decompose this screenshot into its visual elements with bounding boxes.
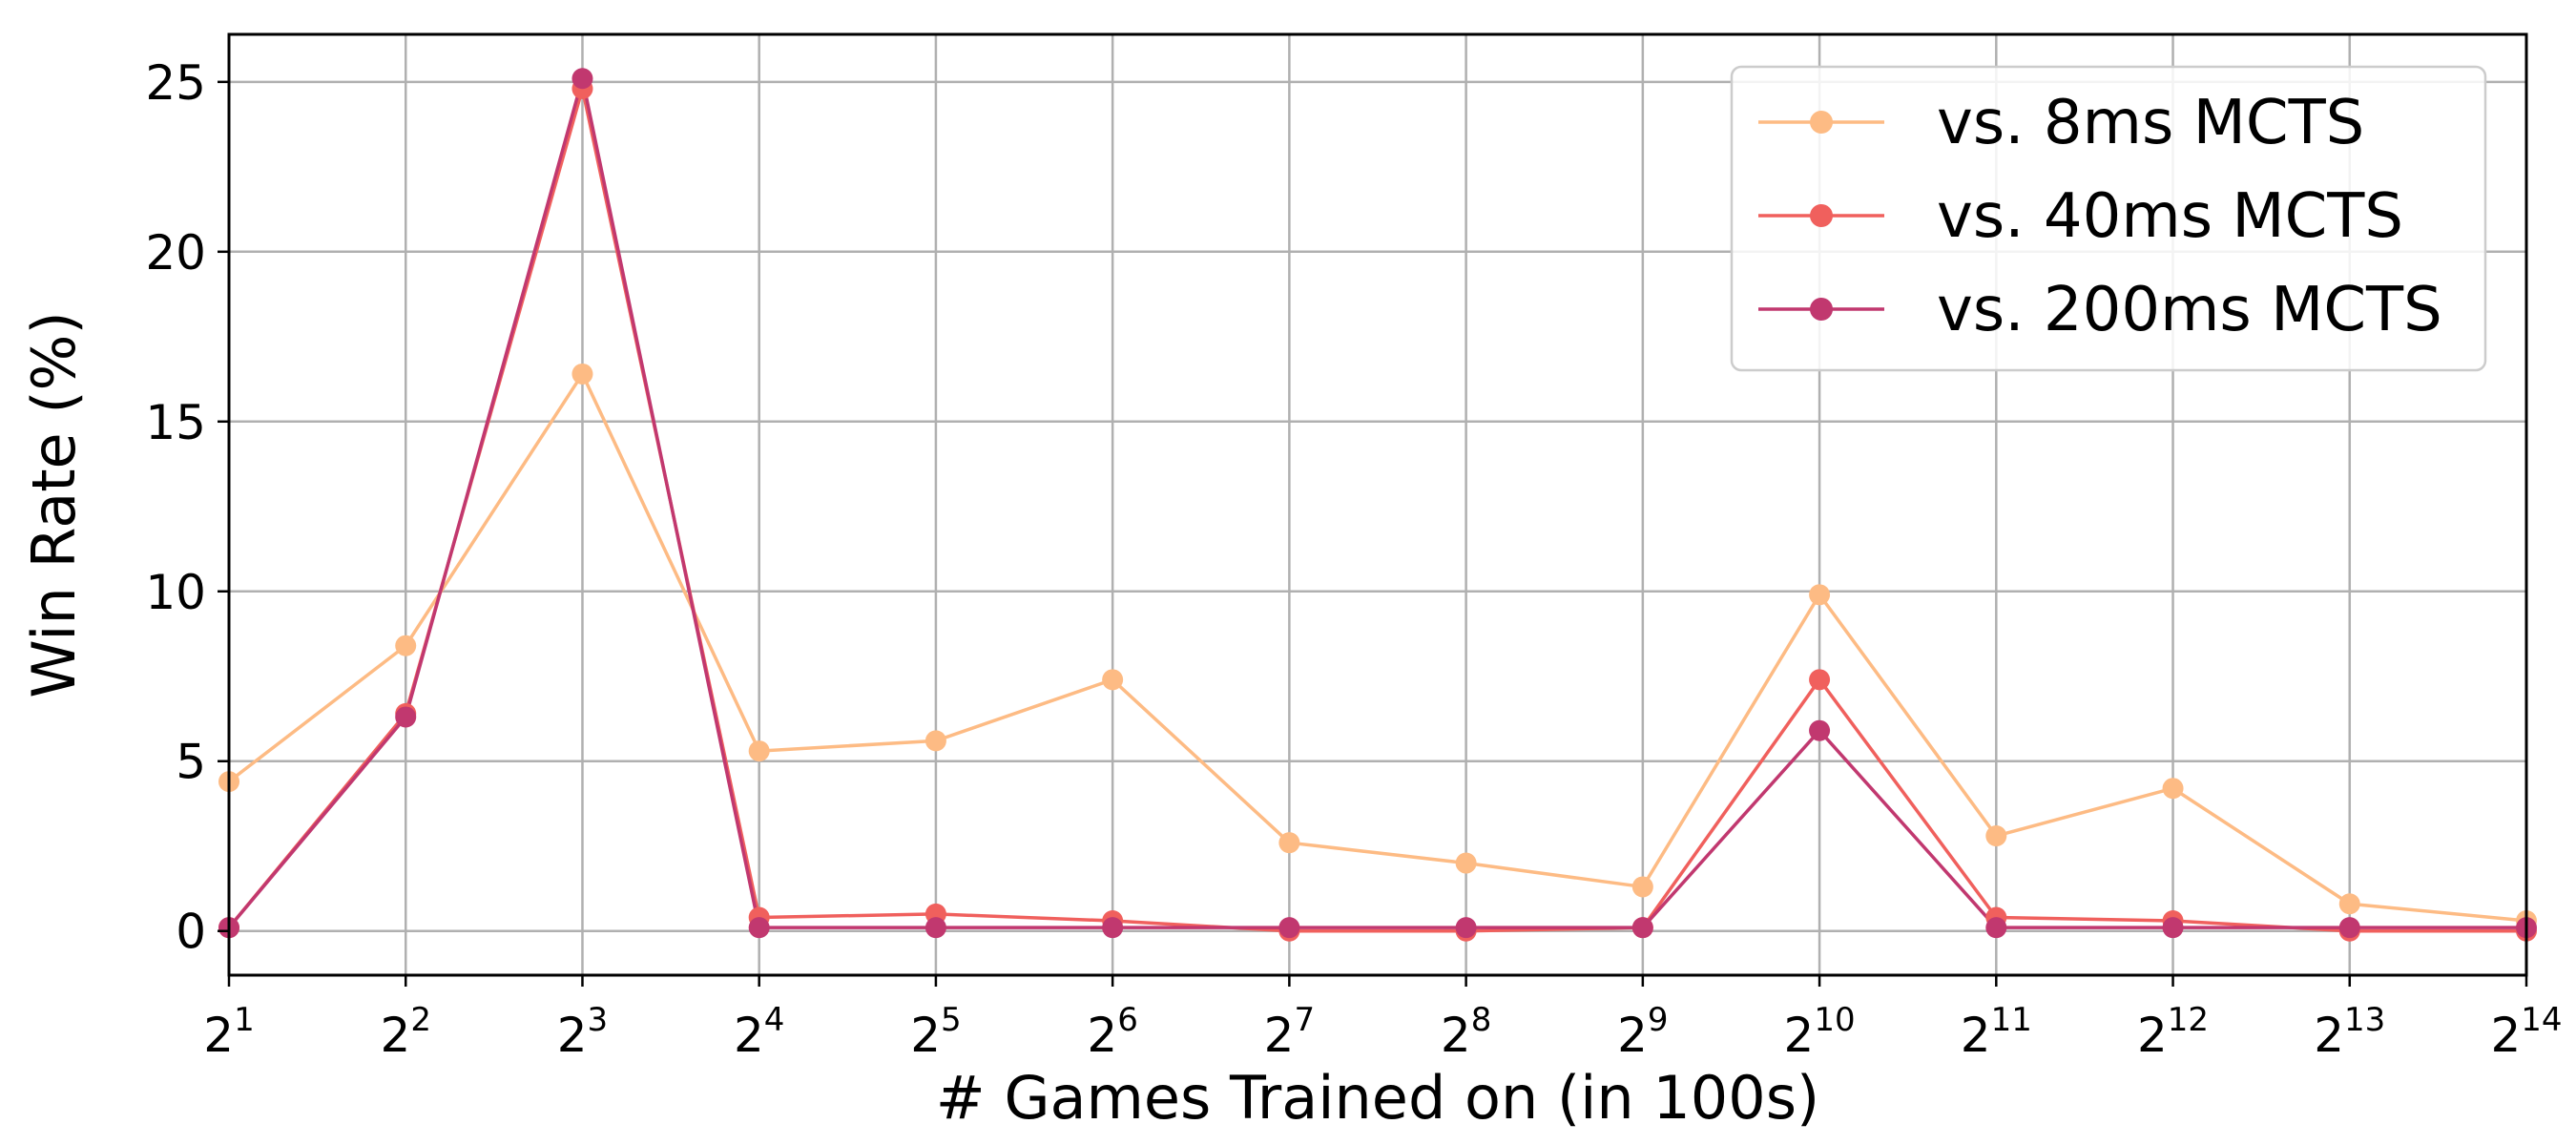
data-point [1102,669,1124,691]
x-tick-label: 214 [2490,1001,2562,1063]
x-tick-label: 213 [2314,1001,2385,1063]
x-tick-label: 25 [910,1001,961,1063]
legend-marker [1810,204,1833,227]
data-point [924,917,946,939]
data-point [571,68,593,90]
y-tick-label: 10 [145,565,206,620]
y-tick-label: 0 [176,905,206,960]
data-point [1985,825,2007,847]
x-tick-label: 210 [1784,1001,1856,1063]
data-point [2162,917,2184,939]
data-point [924,730,946,752]
data-point [748,740,770,762]
x-axis-label: # Games Trained on (in 100s) [936,1063,1819,1133]
x-tick-label: 29 [1617,1001,1668,1063]
x-tick-label: 22 [381,1001,431,1063]
legend: vs. 8ms MCTS vs. 40ms MCTS vs. 200ms MCTS [1730,65,2487,372]
data-point [1631,917,1653,939]
y-tick-label: 15 [145,395,206,450]
series-lines [227,76,2527,933]
y-tick-label: 5 [176,735,206,790]
data-point [1455,917,1477,939]
x-tick-label: 212 [2137,1001,2209,1063]
data-point [1809,584,1831,606]
data-point [1278,832,1300,854]
data-point [1985,917,2007,939]
legend-entry: vs. 40ms MCTS [1937,181,2403,252]
x-tick-label: 21 [203,1001,254,1063]
plot-frame [227,32,2528,977]
data-point [2338,917,2360,939]
series-line-2 [227,76,2526,929]
x-tick-label: 23 [557,1001,608,1063]
data-point [1455,852,1477,874]
data-point [1631,876,1653,898]
data-point [1809,669,1831,691]
data-point [1102,917,1124,939]
x-tick-label: 211 [1961,1001,2032,1063]
y-axis-label: Win Rate (%) [19,311,89,697]
data-point [1278,917,1300,939]
data-point [571,363,593,385]
legend-marker [1810,298,1833,321]
y-axis-ticks: 0 5 10 15 20 25 [145,55,229,960]
x-axis-ticks: 21 22 23 24 25 26 27 28 29 210 211 212 213 214 [203,975,2563,1063]
data-point [2162,778,2184,800]
x-tick-label: 24 [734,1001,784,1063]
x-tick-label: 28 [1441,1001,1491,1063]
data-point [1809,719,1831,741]
legend-entry: vs. 200ms MCTS [1937,275,2442,345]
y-tick-label: 25 [145,55,206,111]
series-points [218,68,2537,942]
data-point [395,706,417,728]
data-point [395,635,417,656]
y-tick-label: 20 [145,225,206,281]
legend-entry: vs. 8ms MCTS [1937,88,2364,158]
legend-box [1730,65,2487,372]
series-line-0 [227,372,2527,923]
data-point [748,917,770,939]
x-tick-label: 26 [1087,1001,1137,1063]
data-point [2338,893,2360,915]
legend-marker [1810,111,1833,134]
x-tick-label: 27 [1264,1001,1315,1063]
